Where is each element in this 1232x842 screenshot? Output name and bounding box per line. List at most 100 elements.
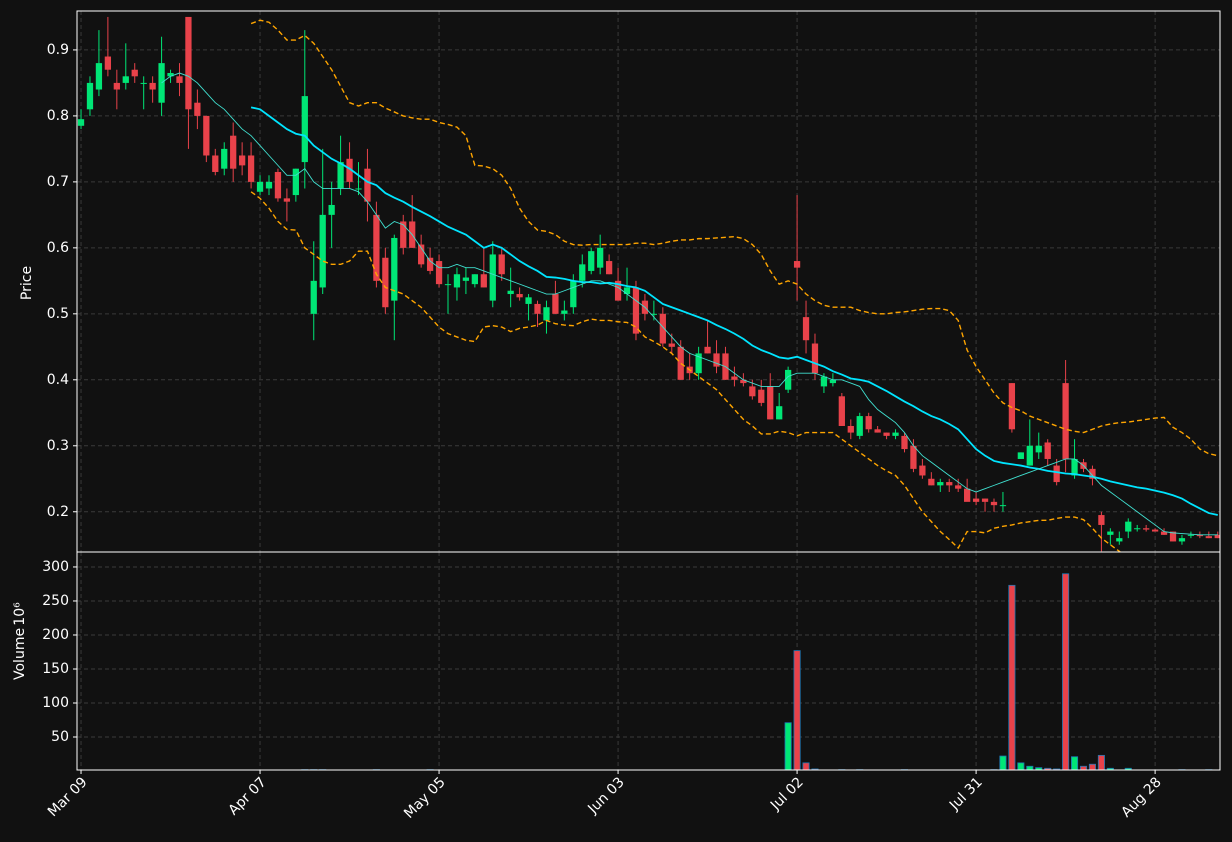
candle-body <box>516 294 523 298</box>
candle-body <box>579 264 586 281</box>
y-tick-label: 0.6 <box>47 240 69 256</box>
candle-body <box>1107 531 1114 535</box>
candle-body <box>149 82 156 90</box>
candle-body <box>632 287 640 334</box>
candle-body <box>1214 534 1220 539</box>
volume-scale-label: 10⁶ <box>12 602 28 626</box>
candle-body <box>426 257 434 271</box>
candle-body <box>1071 458 1078 476</box>
candle-body <box>292 168 299 196</box>
candle-body <box>471 274 478 285</box>
candle-body <box>77 119 85 126</box>
volume-frame <box>76 551 1221 771</box>
volume-bar <box>1044 767 1052 770</box>
candle-body <box>1187 534 1195 536</box>
candle-body <box>990 501 998 506</box>
candle-body <box>802 317 810 341</box>
candle-body <box>525 297 532 304</box>
volume-bar <box>1106 767 1114 770</box>
candle-body <box>695 353 702 374</box>
candle-body <box>999 505 1007 507</box>
candle-body <box>1169 531 1177 542</box>
volume-bar <box>811 768 819 770</box>
candle-body <box>731 376 738 380</box>
candle-body <box>1151 529 1159 532</box>
candle-body <box>212 155 219 172</box>
candle-body <box>1062 383 1069 459</box>
volume-tick-label: 300 <box>42 559 69 575</box>
candle-body <box>758 389 765 403</box>
candle-body <box>1116 538 1123 542</box>
volume-bar <box>1017 762 1025 770</box>
candle-body <box>1125 521 1132 532</box>
candle-body <box>820 376 828 387</box>
volume-tick-label: 150 <box>42 661 69 677</box>
candle-body <box>901 435 908 450</box>
candle-body <box>1017 452 1024 459</box>
candle-body <box>176 76 183 83</box>
candle-body <box>928 478 935 486</box>
y-tick-label: 0.7 <box>47 174 69 190</box>
y-tick-label: 0.5 <box>47 306 69 322</box>
candle-body <box>355 188 362 190</box>
candle-body <box>364 168 371 202</box>
volume-bar <box>1124 767 1132 770</box>
candle-body <box>328 204 335 215</box>
volume-bar <box>802 762 810 770</box>
candle-body <box>856 416 863 436</box>
candle-body <box>480 274 487 288</box>
candle-body <box>964 488 971 502</box>
candle-body <box>811 343 819 374</box>
candle-body <box>230 135 237 169</box>
indicator-line <box>250 191 1122 552</box>
volume-bar <box>1097 754 1105 770</box>
y-axis-label: Price <box>19 266 35 300</box>
candle-body <box>1134 528 1141 530</box>
volume-bar <box>1071 756 1079 770</box>
candle-body <box>1205 536 1212 539</box>
candle-body <box>981 498 989 502</box>
candle-body <box>1098 515 1105 525</box>
candle-body <box>704 346 711 354</box>
candle-body <box>1160 531 1168 535</box>
candle-body <box>937 482 944 486</box>
candle-body <box>435 261 443 285</box>
candle-body <box>838 396 845 426</box>
y-tick-label: 0.8 <box>47 108 69 124</box>
candle-body <box>194 102 201 116</box>
y-tick-label: 0.9 <box>47 42 69 58</box>
candle-body <box>1026 445 1033 466</box>
volume-tick-label: 50 <box>51 729 69 745</box>
candle-body <box>776 406 783 420</box>
candle-body <box>418 244 425 265</box>
candle-body <box>140 82 147 84</box>
y-tick-label: 0.4 <box>47 372 69 388</box>
candle-body <box>1053 465 1060 483</box>
volume-panel <box>77 552 1220 770</box>
candle-body <box>874 429 881 433</box>
volume-bar <box>1088 763 1096 770</box>
candle-body <box>239 155 246 166</box>
candle-body <box>865 416 872 430</box>
candle-body <box>274 171 282 199</box>
candle-body <box>1143 528 1150 530</box>
candle-body <box>319 214 326 288</box>
candle-body <box>1178 538 1186 542</box>
candle-body <box>659 313 666 344</box>
volume-bar <box>1008 584 1016 770</box>
candle-body <box>104 56 112 70</box>
candle-body <box>462 277 470 281</box>
candle-body <box>749 386 756 397</box>
candle-body <box>283 198 291 202</box>
candle-body <box>946 482 953 486</box>
candle-body <box>122 76 129 83</box>
candle-body <box>829 379 837 384</box>
volume-bar <box>1079 765 1088 770</box>
candle-body <box>767 386 774 420</box>
candle-body <box>955 485 962 489</box>
indicator-line <box>161 72 1218 536</box>
candle-body <box>310 280 317 314</box>
candle-body <box>1035 445 1042 453</box>
candle-body <box>400 221 407 248</box>
